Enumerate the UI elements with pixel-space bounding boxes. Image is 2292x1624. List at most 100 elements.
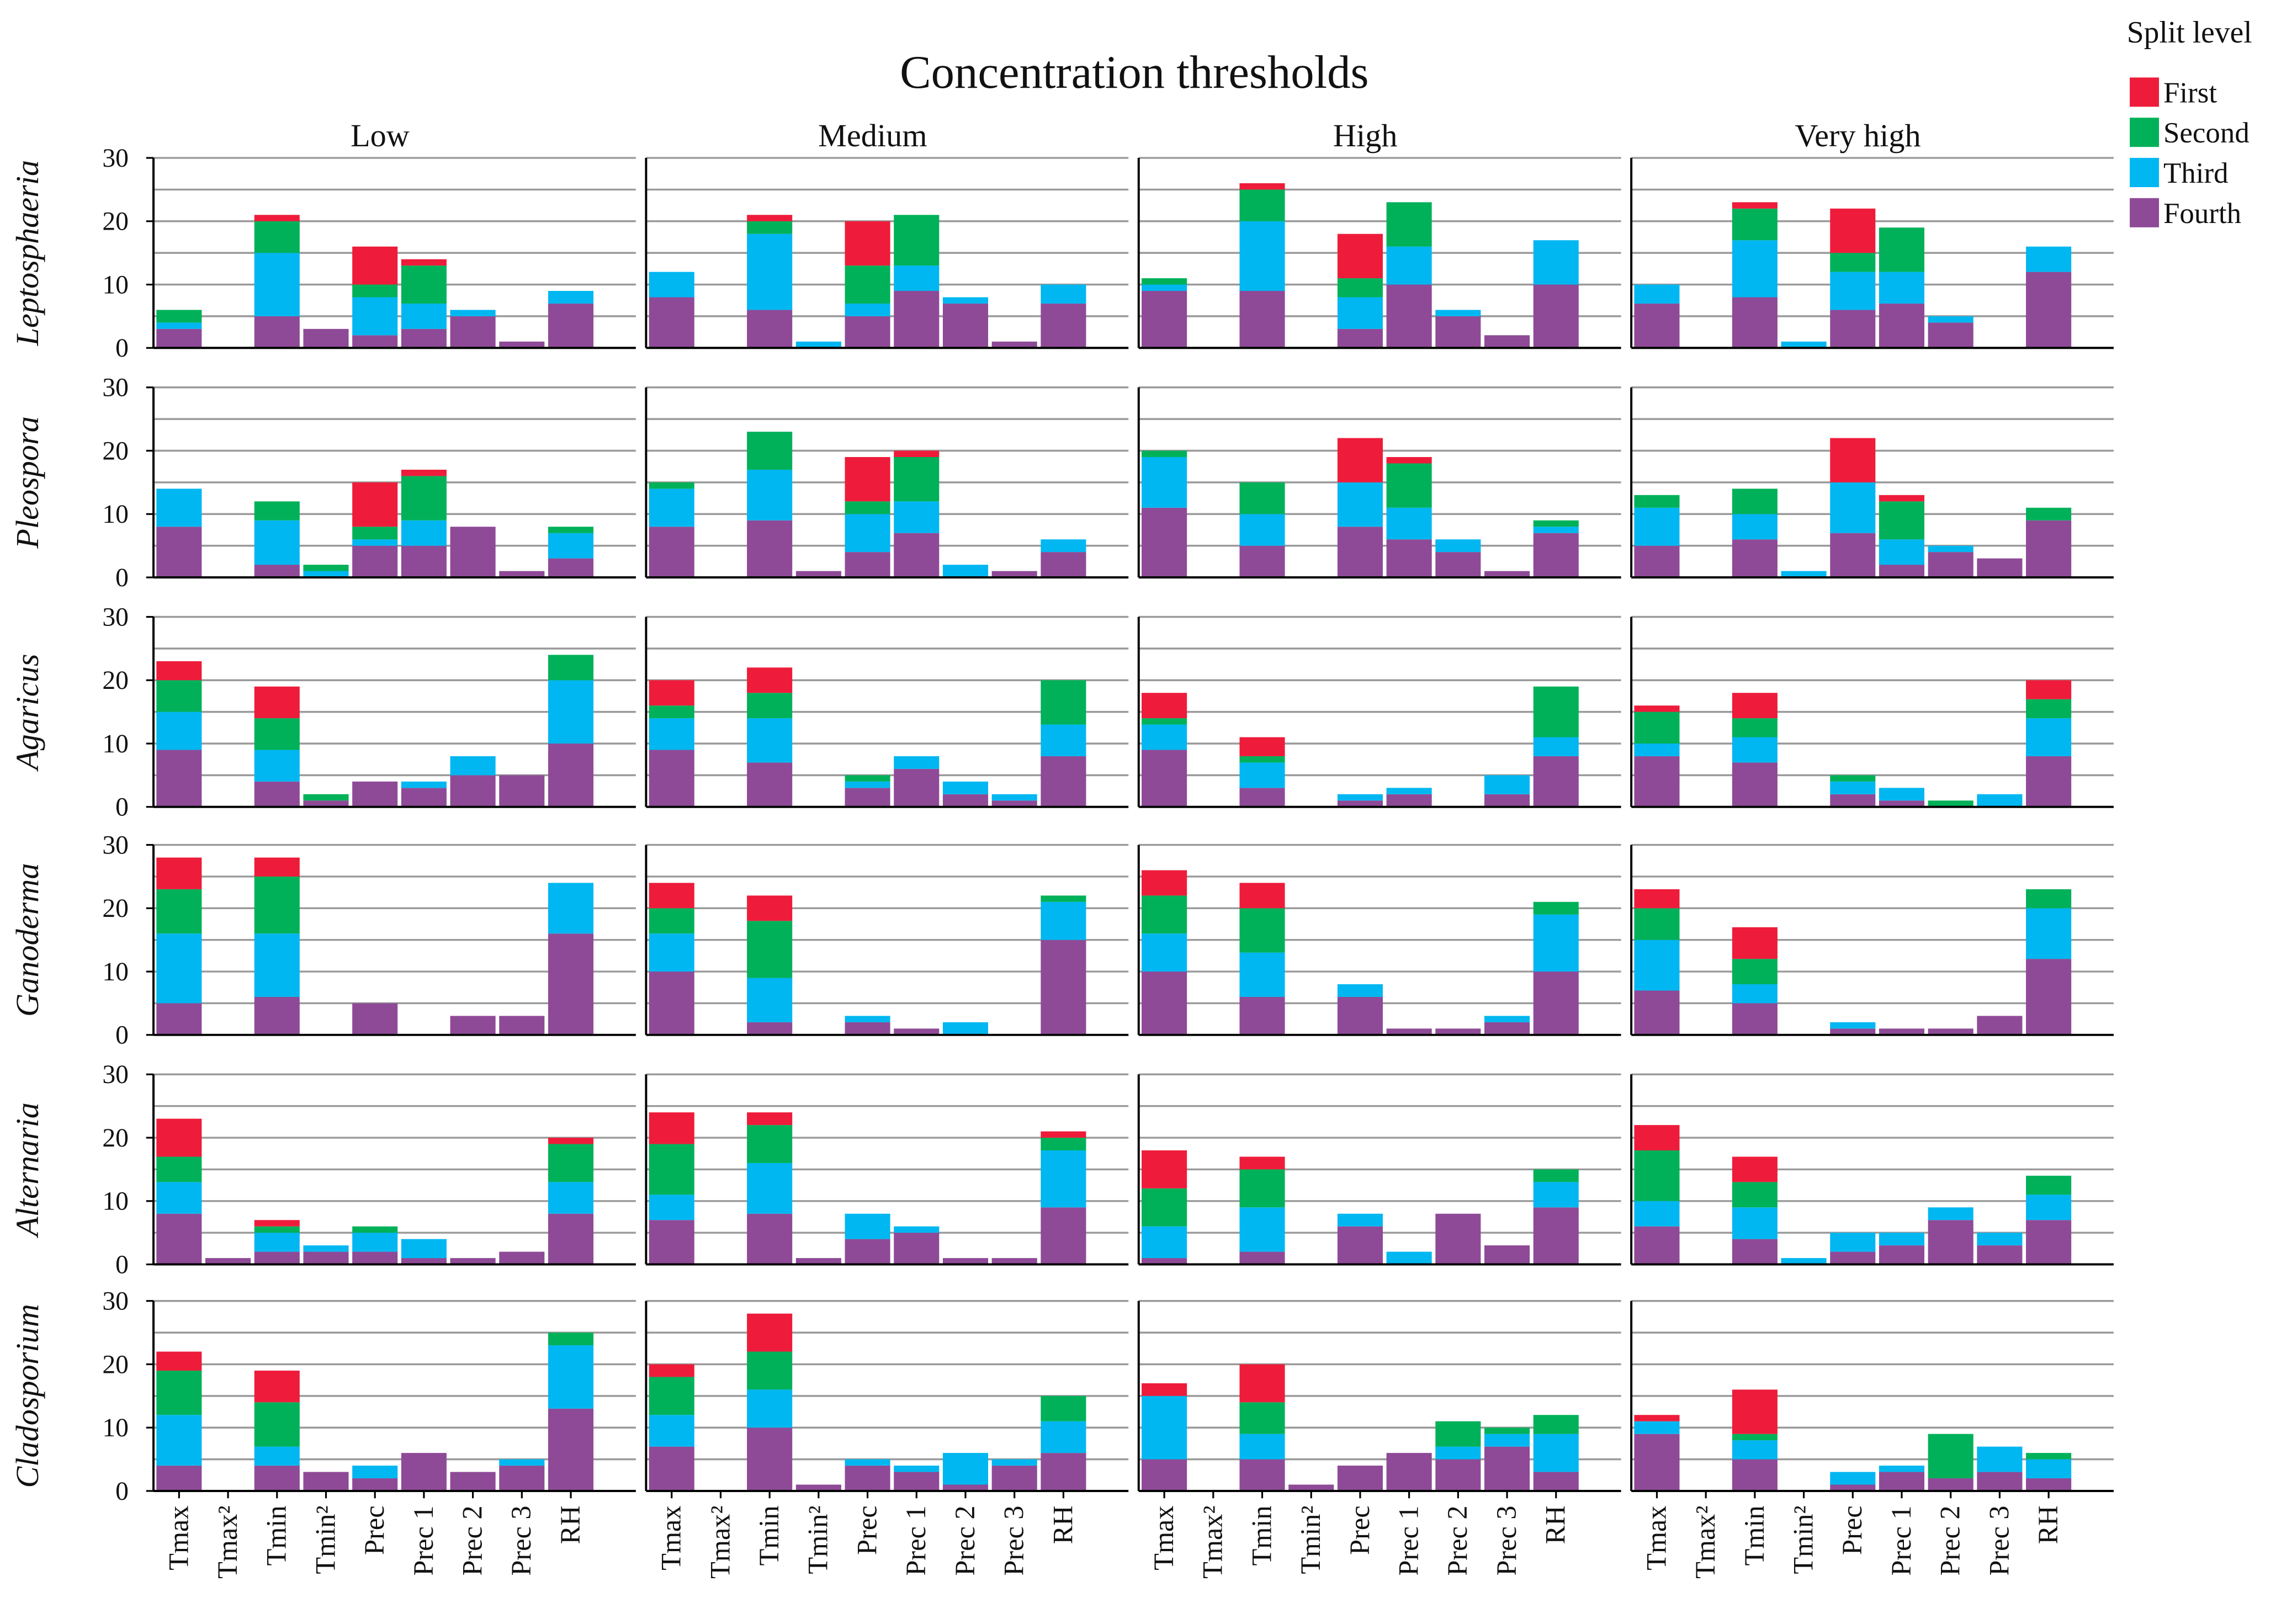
y-tick-label: 30 <box>102 1060 129 1089</box>
bar-segment-fourth <box>1533 1472 1579 1491</box>
y-tick-label: 20 <box>102 1350 129 1379</box>
bar-segment-fourth <box>1928 1220 1973 1265</box>
bar-segment-third <box>1041 539 1086 553</box>
panel <box>645 843 1129 1036</box>
legend-swatch-second <box>2130 118 2160 147</box>
bar-segment-third <box>1928 316 1973 323</box>
y-tick-label: 30 <box>102 1287 129 1316</box>
bar-segment-fourth <box>845 788 890 807</box>
bar-segment-second <box>1239 1169 1285 1208</box>
column-label: Very high <box>1795 118 1921 153</box>
bar-segment-first <box>649 1112 694 1144</box>
row-label: Alternaria <box>9 1102 45 1239</box>
panel <box>1630 615 2114 808</box>
bar-segment-third <box>156 489 202 527</box>
bar-segment-fourth <box>1041 552 1086 578</box>
bar-segment-fourth <box>156 328 202 348</box>
bar-segment-fourth <box>942 303 989 348</box>
bar-segment-second <box>1435 1421 1481 1447</box>
bar-segment-fourth <box>1977 1016 2023 1035</box>
bar-segment-fourth <box>1732 762 1778 807</box>
bar-segment-third <box>1977 1233 2023 1246</box>
bar-segment-third <box>1928 545 1973 553</box>
bar-segment-third <box>942 565 989 578</box>
bar-segment-fourth <box>548 1213 594 1265</box>
bar-segment-third <box>1386 1251 1432 1265</box>
bar-segment-third <box>1928 1207 1973 1220</box>
row-label: Pleospora <box>9 416 45 549</box>
x-tick-label: Tmax² <box>704 1505 735 1578</box>
bar-segment-fourth <box>548 303 594 348</box>
bar-segment-second <box>352 527 398 540</box>
bar-segment-fourth <box>1386 1453 1432 1491</box>
x-tick-label: Prec 2 <box>949 1505 980 1575</box>
bar-segment-fourth <box>1386 794 1432 807</box>
row-label: Ganoderma <box>9 863 45 1017</box>
bar-segment-fourth <box>2026 1220 2072 1265</box>
bar-segment-second <box>649 482 694 489</box>
bar-segment-fourth <box>1533 756 1579 807</box>
bar-segment-first <box>254 857 300 877</box>
x-tick-label: Tmax <box>1148 1505 1179 1570</box>
bar-segment-second <box>649 705 694 719</box>
bar-segment-third <box>1634 940 1680 991</box>
bar-segment-second <box>548 527 594 533</box>
bar-segment-third <box>1732 1207 1778 1239</box>
bar-segment-fourth <box>254 1466 300 1491</box>
bar-segment-first <box>2026 680 2072 699</box>
bar-segment-third <box>1533 240 1579 285</box>
bar-segment-fourth <box>747 310 793 348</box>
bar-segment-third <box>2026 908 2072 959</box>
bar-segment-second <box>1239 756 1285 763</box>
bar-segment-second <box>352 1226 398 1233</box>
bar-segment-fourth <box>845 552 890 578</box>
bar-segment-third <box>1337 482 1383 527</box>
bar-segment-fourth <box>894 1028 940 1035</box>
bar-segment-fourth <box>1041 940 1086 1035</box>
bar-segment-third <box>649 933 694 972</box>
bar-segment-first <box>1634 1415 1680 1421</box>
bar-segment-second <box>1386 202 1432 247</box>
bar-segment-second <box>1533 686 1579 737</box>
bar-segment-third <box>1977 794 2023 807</box>
bar-segment-third <box>942 781 989 794</box>
bar-segment-fourth <box>1142 507 1187 578</box>
bar-segment-third <box>1781 1258 1827 1265</box>
bar-segment-fourth <box>450 1472 496 1491</box>
column-label: Medium <box>818 118 927 153</box>
bar-segment-fourth <box>1732 1239 1778 1265</box>
panel: 0 10 20 30 <box>102 1060 636 1279</box>
bar-segment-second <box>747 221 793 234</box>
bar-segment-first <box>1634 705 1680 712</box>
bar-segment-fourth <box>254 565 300 578</box>
bar-segment-third <box>894 501 940 533</box>
x-tick-label: Prec 1 <box>900 1505 931 1575</box>
bar-segment-fourth <box>1435 1028 1481 1035</box>
bar-segment-fourth <box>1041 756 1086 807</box>
bar-segment-fourth <box>1732 1003 1778 1035</box>
bar-segment-fourth <box>1830 1028 1876 1035</box>
bar-segment-third <box>991 794 1037 801</box>
bar-segment-second <box>1142 895 1187 934</box>
bar-segment-third <box>1830 1233 1876 1252</box>
bar-segment-third <box>156 322 202 329</box>
bar-segment-third <box>845 1213 890 1239</box>
bar-segment-third <box>303 1245 349 1252</box>
x-tick-label: Prec 1 <box>1393 1505 1424 1575</box>
bar-segment-first <box>1239 737 1285 756</box>
bar-segment-third <box>401 781 447 788</box>
bar-segment-fourth <box>352 781 398 807</box>
bar-segment-fourth <box>1533 284 1579 348</box>
panel: 0 10 20 30 <box>102 144 636 363</box>
bar-segment-third <box>1781 571 1827 578</box>
bar-segment-second <box>894 215 940 266</box>
bar-segment-fourth <box>991 1466 1037 1491</box>
bar-segment-fourth <box>1386 284 1432 348</box>
bar-segment-second <box>1732 208 1778 241</box>
bar-segment-second <box>401 266 447 304</box>
bar-segment-fourth <box>1337 527 1383 578</box>
bar-segment-fourth <box>1337 800 1383 807</box>
x-tick-label: Prec <box>851 1505 882 1554</box>
bar-segment-second <box>649 1144 694 1195</box>
bar-segment-fourth <box>254 1251 300 1265</box>
